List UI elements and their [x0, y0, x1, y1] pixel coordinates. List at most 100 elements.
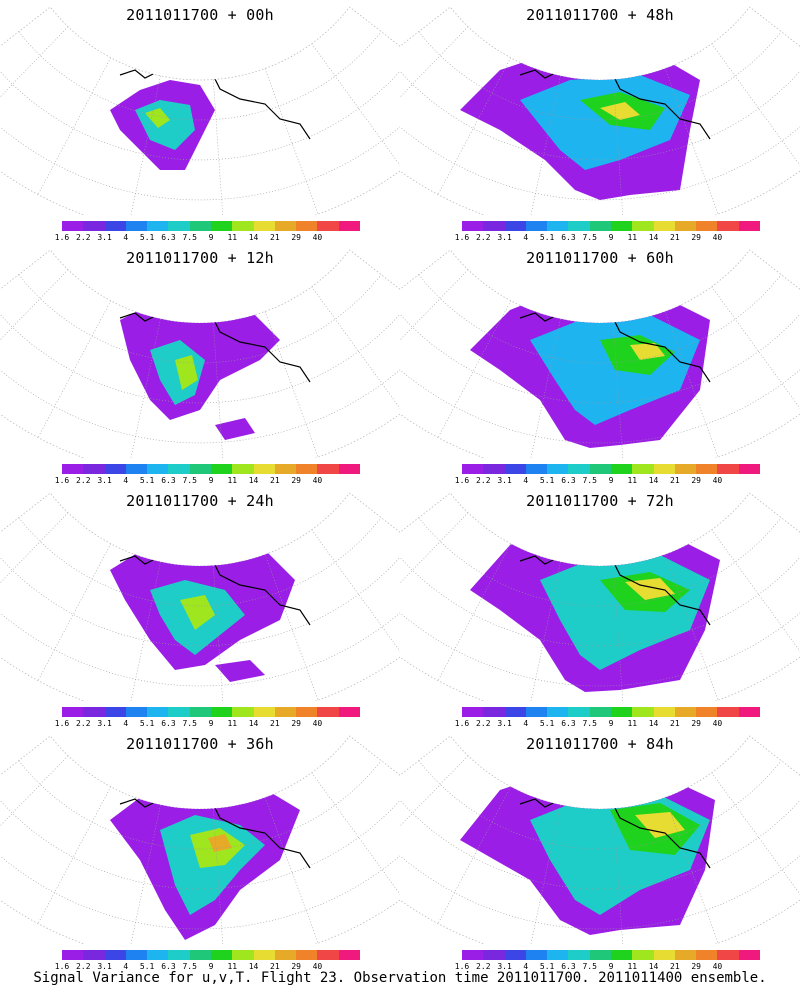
colorbar-tick-label: 14	[248, 233, 259, 242]
colorbar-swatch	[317, 464, 339, 474]
parallel-line	[418, 274, 782, 364]
colorbar-swatch	[547, 464, 569, 474]
colorbar-tick-label: 7.5	[582, 719, 597, 728]
variance-map	[0, 735, 400, 944]
colorbar-tick-label: 9	[608, 962, 614, 971]
colorbar-tick-label: 40	[712, 962, 723, 971]
parallel-line	[400, 323, 800, 444]
meridian-line	[127, 804, 161, 944]
colorbar-tick-label: 21	[270, 233, 280, 242]
colorbar-swatch	[462, 464, 484, 474]
colorbar-swatch	[62, 950, 84, 960]
colorbar-tick-label: 29	[691, 476, 701, 485]
colorbar-swatch	[462, 707, 484, 717]
colorbar-swatch	[210, 221, 233, 231]
meridian-line	[212, 79, 225, 215]
colorbar-swatch	[696, 950, 718, 960]
parallel-line	[18, 274, 382, 364]
colorbar-tick-label: 7.5	[182, 962, 197, 971]
colorbar-tick-label: 9	[208, 719, 214, 728]
colorbar-tick-label: 6.3	[161, 719, 176, 728]
colorbar-tick-label: 9	[608, 476, 614, 485]
colorbar-swatch	[189, 221, 211, 231]
colorbar-swatch	[189, 707, 211, 717]
colorbar-swatch	[338, 950, 360, 960]
panel-title: 2011011700 + 60h	[526, 249, 674, 267]
colorbar-tick-label: 3.1	[97, 962, 112, 971]
colorbar-swatch	[253, 221, 275, 231]
colorbar-swatch	[62, 221, 84, 231]
colorbar-swatch	[104, 464, 126, 474]
colorbar-tick-label: 6.3	[161, 233, 176, 242]
colorbar-tick-label: 29	[691, 962, 701, 971]
colorbar-tick-label: 14	[648, 962, 659, 971]
colorbar-swatch	[525, 221, 548, 231]
colorbar-tick-label: 40	[312, 962, 323, 971]
colorbar-swatch	[232, 707, 254, 717]
variance-contour	[520, 75, 690, 170]
colorbar-swatch	[83, 221, 105, 231]
colorbar-tick-label: 11	[627, 233, 638, 242]
parallel-line	[0, 566, 400, 687]
colorbar-tick-label: 14	[648, 719, 659, 728]
colorbar-swatch	[547, 950, 569, 960]
colorbar-tick-label: 4	[123, 476, 129, 485]
colorbar-swatch	[296, 707, 318, 717]
colorbar-swatch	[317, 221, 339, 231]
parallel-line	[18, 31, 382, 121]
panel-title: 2011011700 + 24h	[126, 492, 274, 510]
parallel-line	[18, 517, 382, 607]
parallel-line	[18, 760, 382, 850]
colorbar-swatch	[232, 221, 254, 231]
forecast-panel: 2011011700 + 24h 1.6 2.2 3.1 4 5.1 6.3 7.5 9 11 14…	[0, 486, 400, 729]
variance-contour	[180, 595, 215, 630]
figure-caption: Signal Variance for u,v,T. Flight 23. Ob…	[33, 970, 767, 986]
colorbar-swatch	[210, 464, 233, 474]
parallel-line	[0, 56, 400, 161]
colorbar-tick-label: 14	[248, 962, 259, 971]
colorbar-swatch	[483, 464, 505, 474]
colorbar-swatch	[568, 464, 590, 474]
meridian-line	[437, 57, 512, 195]
meridian-line	[664, 797, 719, 944]
colorbar-swatch	[504, 950, 526, 960]
colorbar-tick-label: 21	[670, 476, 680, 485]
colorbar-tick-label: 4	[123, 719, 129, 728]
colorbar-swatch	[189, 950, 211, 960]
colorbar-swatch	[674, 707, 697, 717]
colorbar	[62, 464, 360, 474]
parallel-line	[0, 299, 400, 404]
parallel-line	[400, 299, 800, 404]
colorbar-tick-label: 40	[712, 233, 723, 242]
colorbar-swatch	[253, 707, 275, 717]
colorbar-tick-label: 3.1	[497, 476, 512, 485]
colorbar-swatch	[547, 707, 569, 717]
colorbar-tick-label: 5.1	[539, 962, 555, 971]
meridian-line	[437, 543, 512, 681]
colorbar-tick-label: 5.1	[539, 719, 555, 728]
colorbar-swatch	[589, 950, 611, 960]
meridian-line	[264, 311, 319, 458]
panel-title: 2011011700 + 48h	[526, 6, 674, 24]
colorbar	[462, 464, 760, 474]
meridian-line	[212, 565, 225, 701]
forecast-panel: 2011011700 + 84h 1.6 2.2 3.1 4 5.1 6.3 7.5 9 11 14…	[400, 729, 800, 972]
colorbar-tick-label: 4	[523, 719, 529, 728]
colorbar-swatch	[653, 707, 675, 717]
colorbar-tick-label: 14	[648, 233, 659, 242]
parallel-line	[0, 323, 400, 444]
colorbar-tick-label: 11	[227, 476, 238, 485]
colorbar-swatch	[104, 221, 126, 231]
colorbar-tick-label: 2.2	[476, 962, 491, 971]
forecast-panel: 2011011700 + 36h 1.6 2.2 3.1 4 5.1 6.3 7.5 9 11 14…	[0, 729, 400, 972]
meridian-line	[612, 322, 625, 458]
forecast-panel: 2011011700 + 48h 1.6 2.2 3.1 4 5.1 6.3 7.5 9 11 14…	[400, 0, 800, 243]
colorbar-tick-label: 21	[670, 962, 680, 971]
colorbar-tick-label: 29	[691, 719, 701, 728]
colorbar-swatch	[610, 464, 633, 474]
colorbar-swatch	[738, 707, 760, 717]
colorbar-swatch	[168, 707, 190, 717]
meridian-line	[527, 561, 561, 701]
parallel-line	[0, 542, 400, 647]
parallel-line	[418, 31, 782, 121]
